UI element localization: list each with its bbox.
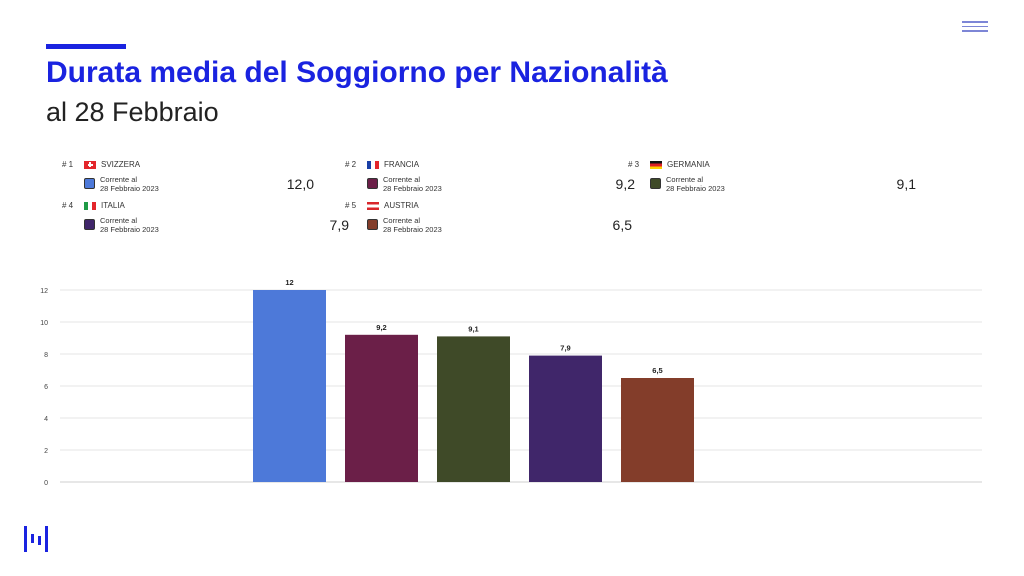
- legend-country: GERMANIA: [667, 160, 710, 169]
- legend-rank: # 5: [345, 201, 357, 210]
- y-tick-label: 6: [44, 384, 48, 391]
- legend-caption: Corrente al 28 Febbraio 2023: [100, 216, 159, 234]
- legend-country: AUSTRIA: [384, 201, 419, 210]
- legend-swatch: [84, 219, 95, 230]
- legend-country: ITALIA: [101, 201, 125, 210]
- switzerland-flag-icon: [84, 160, 96, 169]
- legend-item-austria: # 5 AUSTRIA Corrente al 28 Febbraio 2023 …: [345, 201, 632, 241]
- legend-rank: # 1: [62, 160, 74, 169]
- page-subtitle: al 28 Febbraio: [46, 97, 219, 127]
- data-label: 12: [285, 278, 293, 287]
- legend-item-italia: # 4 ITALIA Corrente al 28 Febbraio 2023 7…: [62, 201, 349, 241]
- legend-rank: # 4: [62, 201, 74, 210]
- y-tick-label: 12: [40, 288, 48, 295]
- legend-caption: Corrente al 28 Febbraio 2023: [383, 216, 442, 234]
- legend-value: 9,2: [615, 176, 635, 192]
- legend-rank: # 3: [628, 160, 640, 169]
- bar-italia: [529, 355, 602, 482]
- data-label: 9,2: [376, 323, 386, 332]
- bar-austria: [621, 378, 694, 482]
- legend-caption: Corrente al 28 Febbraio 2023: [666, 175, 725, 193]
- legend-item-germania: # 3 GERMANIA Corrente al 28 Febbraio 2023…: [628, 160, 916, 200]
- brand-logo-icon: [24, 526, 48, 552]
- austria-flag-icon: [367, 201, 379, 210]
- legend-swatch: [367, 178, 378, 189]
- legend-country: SVIZZERA: [101, 160, 141, 169]
- page-title: Durata media del Soggiorno per Nazionali…: [46, 56, 668, 89]
- legend-item-francia: # 2 FRANCIA Corrente al 28 Febbraio 2023 …: [345, 160, 635, 200]
- menu-icon[interactable]: [962, 21, 988, 33]
- legend-caption: Corrente al 28 Febbraio 2023: [100, 175, 159, 193]
- y-tick-label: 0: [44, 480, 48, 487]
- legend-value: 6,5: [612, 217, 632, 233]
- y-tick-label: 8: [44, 352, 48, 359]
- legend-swatch: [650, 178, 661, 189]
- y-tick-label: 2: [44, 448, 48, 455]
- data-label: 6,5: [652, 366, 662, 375]
- data-label: 7,9: [560, 344, 570, 353]
- bar-francia: [345, 334, 418, 482]
- italy-flag-icon: [84, 201, 96, 210]
- legend-value: 9,1: [896, 176, 916, 192]
- legend-rank: # 2: [345, 160, 357, 169]
- legend-value: 7,9: [329, 217, 349, 233]
- bar-svizzera: [253, 290, 326, 482]
- legend-value: 12,0: [286, 176, 314, 192]
- legend-caption: Corrente al 28 Febbraio 2023: [383, 175, 442, 193]
- legend-swatch: [367, 219, 378, 230]
- title-accent-bar: [46, 44, 126, 49]
- y-tick-label: 10: [40, 320, 48, 327]
- france-flag-icon: [367, 160, 379, 169]
- bar-germania: [437, 336, 510, 482]
- legend-item-svizzera: # 1 SVIZZERA Corrente al 28 Febbraio 2023…: [62, 160, 332, 200]
- legend-country: FRANCIA: [384, 160, 420, 169]
- y-tick-label: 4: [44, 416, 48, 423]
- germany-flag-icon: [650, 160, 662, 169]
- legend-swatch: [84, 178, 95, 189]
- data-label: 9,1: [468, 324, 478, 333]
